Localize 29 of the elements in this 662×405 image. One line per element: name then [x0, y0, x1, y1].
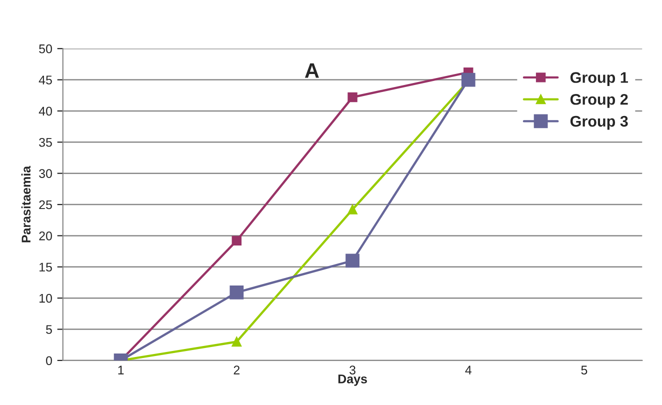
- x-axis-title: Days: [338, 374, 367, 386]
- point: [346, 254, 360, 268]
- y-tick-label: 10: [40, 294, 52, 303]
- y-tick-label: 45: [38, 76, 52, 84]
- point: [232, 236, 242, 246]
- x-tick-label: 3: [350, 366, 356, 374]
- point: [232, 336, 242, 347]
- point: [230, 286, 244, 300]
- legend-label: Group 2: [570, 94, 628, 108]
- y-tick-label: 50: [39, 44, 52, 54]
- legend-label: Group 1: [570, 72, 628, 86]
- x-tick-label: 1: [118, 366, 124, 374]
- x-tick-label: 2: [234, 366, 240, 374]
- point: [348, 92, 358, 102]
- x-tick-label: 5: [581, 366, 588, 374]
- y-tick-label: 0: [46, 356, 52, 366]
- y-tick-label: 5: [46, 325, 52, 334]
- point: [461, 72, 476, 87]
- y-tick-label: 25: [39, 200, 52, 210]
- x-tick-label: 4: [465, 366, 472, 374]
- y-tick-label: 20: [39, 232, 52, 240]
- y-tick-label: 35: [39, 138, 52, 147]
- y-tick-label: 40: [38, 106, 52, 116]
- y-tick-label: 30: [39, 169, 52, 178]
- y-tick-label: 15: [40, 262, 52, 272]
- text: A: [304, 63, 319, 78]
- point: [348, 204, 358, 214]
- y-axis-title: Parasitaemia: [21, 166, 31, 242]
- legend-label: Group 3: [570, 116, 628, 130]
